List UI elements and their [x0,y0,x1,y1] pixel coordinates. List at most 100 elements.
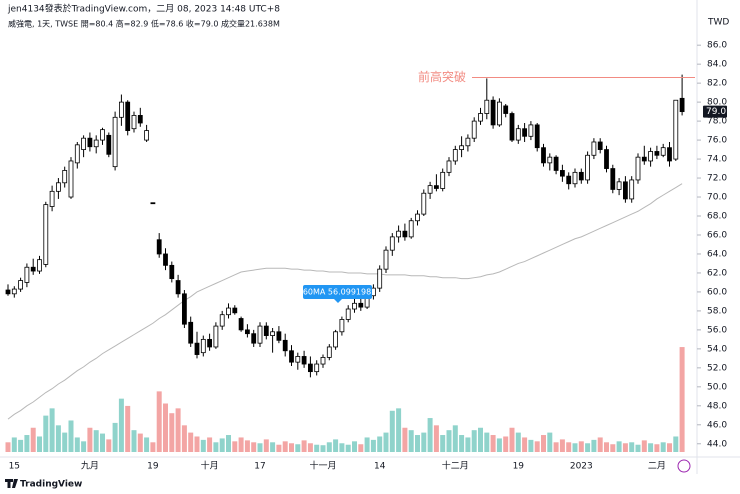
event-icon[interactable] [677,459,691,473]
volume-bar [5,442,11,452]
y-tick-label: 52.0 [707,363,727,373]
volume-bar [629,442,635,452]
volume-bar [452,425,458,452]
candle-body [37,259,42,272]
y-tick-label: 48.0 [707,401,727,411]
volume-bar [320,445,326,452]
candle-body [244,329,250,335]
candle-body [81,137,86,150]
volume-bar [484,432,490,452]
candle-body [194,342,200,355]
annotation-text: 前高突破 [418,69,466,84]
candle-body [560,170,565,177]
candle-body [377,268,383,289]
candle-body [352,302,357,310]
candle-body [515,128,521,141]
volume-bar [528,439,534,452]
candle-body [62,170,68,184]
logo-icon [5,479,18,488]
candle-body [188,321,194,344]
volume-bar [81,441,87,452]
candle-body [629,179,635,200]
volume-bar [106,439,112,452]
volume-bar [175,408,181,452]
candle-body [270,331,276,336]
volume-bar [622,443,628,452]
candle-body [421,192,427,215]
volume-bar [200,439,206,452]
volume-bar [188,432,194,452]
candle-body [238,318,244,331]
y-tick-label: 60.0 [707,287,727,297]
candle-body [68,160,74,198]
candle-body [30,266,36,272]
volume-bar [465,437,471,452]
candle-body [163,253,168,266]
candle-body [383,249,389,270]
y-tick-label: 78.0 [707,117,727,127]
candle-body [623,181,628,200]
volume-bar [604,442,609,452]
volume-bar [55,425,61,452]
volume-bar [496,438,502,452]
y-tick-label: 68.0 [707,212,727,222]
candle-body [150,202,156,205]
candle-body [181,293,187,325]
volume-bar [490,435,496,452]
volume-bar [156,391,162,452]
volume-bar [559,439,565,452]
candle-body [553,156,559,171]
brand: TradingView [20,480,82,490]
volume-bar [100,433,105,452]
candle-body [251,333,257,344]
y-tick-label: 46.0 [707,420,727,430]
candle-body [452,149,458,162]
candle-body [641,156,647,162]
candle-body [522,128,527,137]
volume-bar [585,443,591,452]
candle-body [503,105,509,114]
ma-tooltip-text: 60MA 56.099198 [303,288,371,297]
candle-body [226,307,231,316]
volume-bar [654,444,660,452]
volume-bar [169,413,175,452]
volume-bar [534,441,540,452]
candle-body [654,151,660,156]
volume-bar [49,408,55,452]
candle-body [219,314,225,327]
candle-body [49,190,55,207]
volume-bar [402,427,408,452]
candle-body [175,280,181,295]
ma-line [7,183,683,420]
volume-bar [257,443,263,452]
volume-bar [478,427,483,452]
volume-bar [648,443,654,452]
volume-bar [572,443,578,452]
volume-bar [226,435,231,452]
volume-bar [326,442,332,452]
candle-body [572,171,578,185]
volume-bar [270,442,276,452]
candle-body [389,236,395,251]
candle-body [263,325,269,336]
candle-body [314,363,320,373]
y-tick-label: 72.0 [707,174,727,184]
volume-bar [396,408,402,452]
x-tick-label: 19 [513,462,525,472]
y-tick-label: 64.0 [707,249,727,259]
candle-body [547,156,553,164]
volume-bar [30,427,36,452]
volume-bar [433,425,439,452]
x-tick-label: 十一月 [309,460,336,472]
volume-bar [276,444,282,452]
volume-bar [421,432,427,452]
ma-tooltip-pointer [334,299,342,303]
x-tick-label: 19 [147,462,159,472]
volume-bar [150,442,156,452]
candle-body [427,185,433,194]
volume-bar [459,435,465,452]
candle-body [100,129,105,141]
candle-body [213,325,219,348]
